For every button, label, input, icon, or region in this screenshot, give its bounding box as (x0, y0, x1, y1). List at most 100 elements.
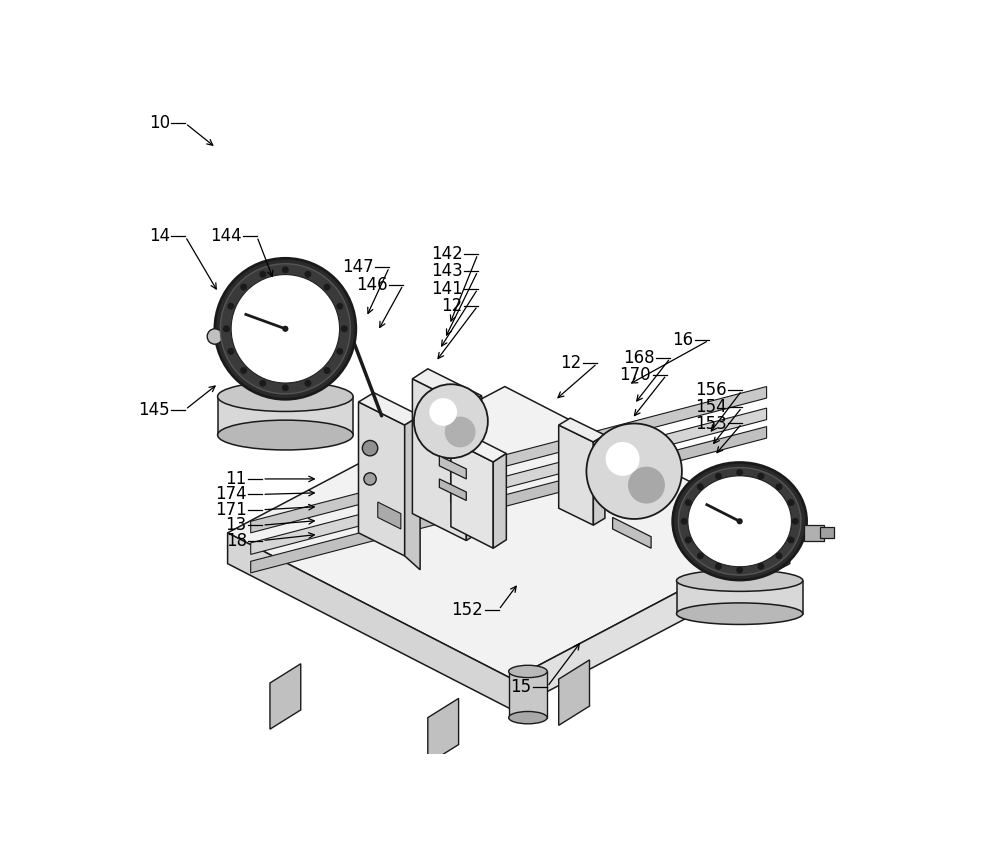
Circle shape (593, 480, 602, 490)
Polygon shape (593, 448, 609, 468)
Circle shape (429, 398, 457, 426)
Circle shape (336, 302, 343, 310)
Circle shape (592, 457, 603, 468)
Circle shape (736, 469, 743, 476)
Text: 156: 156 (695, 381, 727, 400)
Polygon shape (251, 408, 767, 555)
Circle shape (240, 367, 247, 374)
Circle shape (324, 284, 330, 291)
Circle shape (304, 271, 311, 278)
Circle shape (223, 325, 230, 332)
Circle shape (324, 367, 330, 374)
Ellipse shape (218, 382, 353, 412)
Circle shape (586, 424, 682, 519)
Polygon shape (405, 416, 420, 570)
Polygon shape (804, 525, 824, 540)
Circle shape (282, 266, 289, 274)
Circle shape (215, 258, 356, 399)
Circle shape (757, 473, 764, 479)
Circle shape (736, 567, 743, 573)
Circle shape (697, 484, 704, 490)
Polygon shape (218, 396, 353, 435)
Text: 153: 153 (695, 414, 727, 433)
Circle shape (775, 552, 782, 559)
Text: 142: 142 (431, 245, 462, 263)
Circle shape (757, 563, 764, 570)
Text: 12: 12 (441, 296, 462, 315)
Text: 12: 12 (561, 354, 582, 373)
Circle shape (282, 326, 288, 332)
Polygon shape (593, 475, 609, 495)
Polygon shape (251, 386, 767, 533)
Text: 171: 171 (215, 501, 247, 518)
Polygon shape (412, 368, 482, 406)
Circle shape (788, 499, 794, 507)
Circle shape (341, 325, 348, 332)
Circle shape (220, 263, 350, 394)
Text: 11: 11 (226, 470, 247, 488)
Circle shape (445, 417, 476, 447)
Circle shape (685, 536, 692, 544)
Circle shape (362, 440, 378, 456)
Text: 144: 144 (210, 227, 241, 246)
Circle shape (685, 499, 692, 507)
Circle shape (240, 284, 247, 291)
Text: 168: 168 (623, 349, 655, 367)
Text: 170: 170 (619, 366, 651, 384)
Polygon shape (593, 435, 605, 525)
Text: 152: 152 (451, 601, 483, 619)
Circle shape (775, 484, 782, 490)
Circle shape (737, 518, 743, 524)
Polygon shape (820, 528, 834, 538)
Polygon shape (228, 533, 512, 710)
Polygon shape (378, 502, 401, 529)
Circle shape (606, 442, 640, 476)
Circle shape (792, 518, 799, 525)
Text: 147: 147 (342, 258, 374, 276)
Circle shape (207, 329, 223, 344)
Circle shape (259, 379, 266, 387)
Ellipse shape (218, 420, 353, 450)
Polygon shape (428, 699, 459, 764)
Ellipse shape (677, 570, 803, 591)
Text: 143: 143 (431, 262, 462, 280)
Polygon shape (251, 427, 767, 573)
Circle shape (259, 271, 266, 278)
Text: 14: 14 (149, 227, 170, 246)
Ellipse shape (509, 711, 547, 724)
Circle shape (282, 385, 289, 391)
Ellipse shape (673, 462, 807, 580)
Circle shape (227, 302, 234, 310)
Text: 16: 16 (672, 331, 693, 349)
Polygon shape (358, 402, 405, 556)
Text: 154: 154 (695, 398, 727, 417)
Polygon shape (677, 580, 803, 614)
Circle shape (715, 563, 722, 570)
Circle shape (227, 348, 234, 355)
Circle shape (681, 518, 688, 525)
Polygon shape (228, 386, 790, 679)
Circle shape (364, 473, 376, 485)
Ellipse shape (677, 603, 803, 624)
Text: 174: 174 (215, 485, 247, 503)
Polygon shape (559, 660, 590, 725)
Ellipse shape (688, 476, 791, 567)
Circle shape (231, 274, 340, 383)
Polygon shape (439, 456, 466, 479)
Ellipse shape (509, 665, 547, 678)
Polygon shape (412, 379, 466, 540)
Polygon shape (512, 533, 790, 710)
Ellipse shape (678, 468, 801, 575)
Polygon shape (509, 672, 547, 717)
Polygon shape (439, 479, 466, 501)
Circle shape (697, 552, 704, 559)
Polygon shape (451, 440, 493, 548)
Circle shape (414, 385, 488, 458)
Text: 146: 146 (356, 276, 388, 294)
Polygon shape (493, 453, 506, 548)
Polygon shape (451, 432, 506, 462)
Circle shape (304, 379, 311, 387)
Text: 13: 13 (226, 516, 247, 534)
Circle shape (336, 348, 343, 355)
Circle shape (715, 473, 722, 479)
